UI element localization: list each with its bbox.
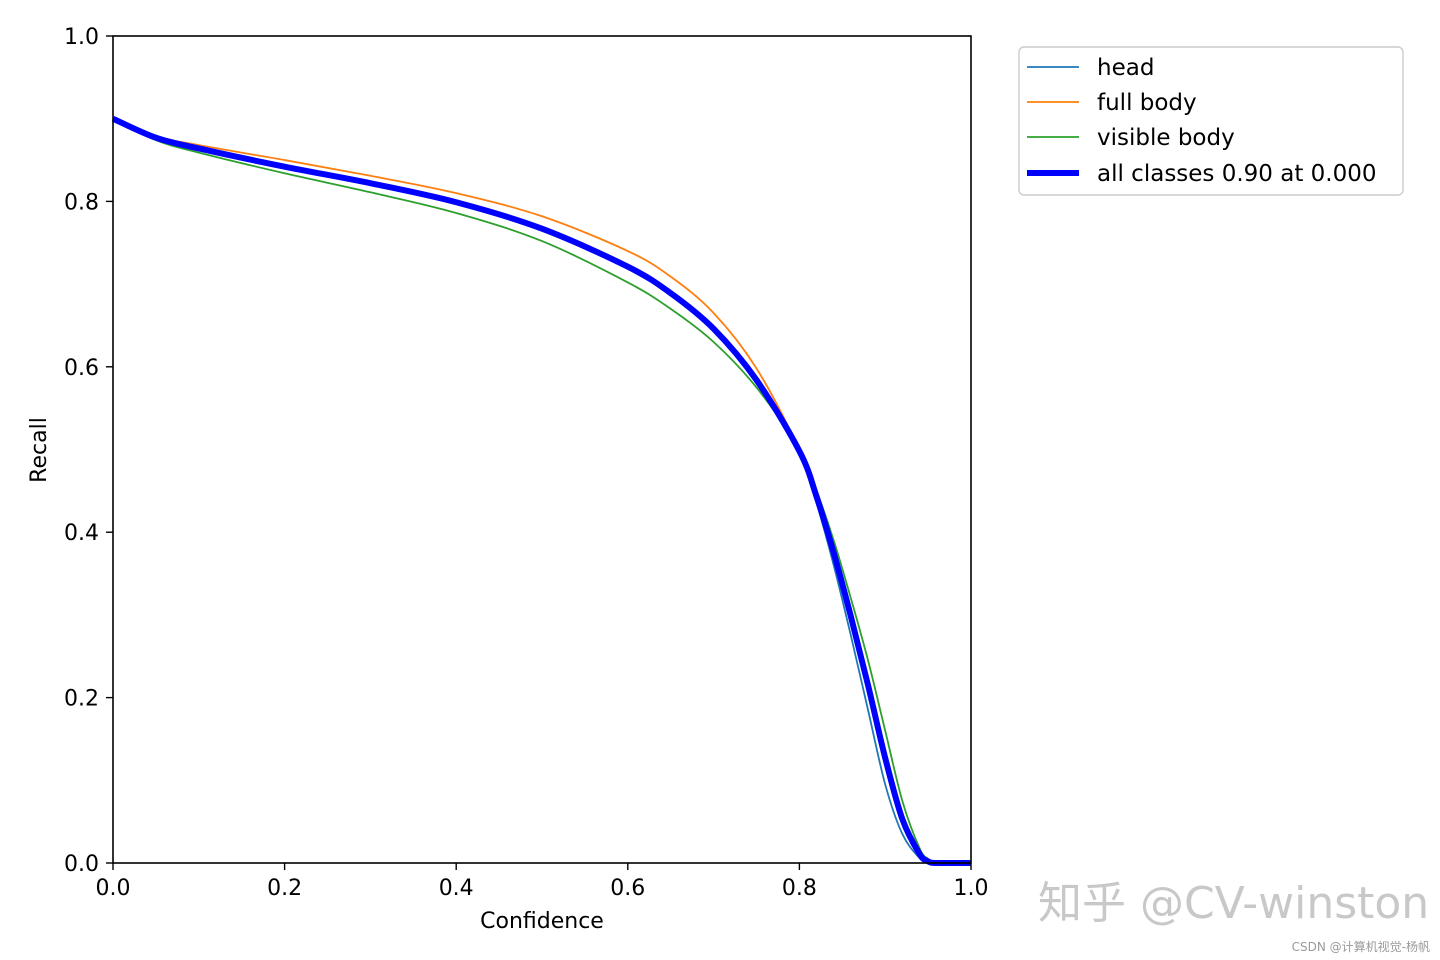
y-tick-label: 0.0 [64, 852, 99, 877]
x-tick-label: 0.4 [439, 876, 474, 901]
y-tick-label: 0.8 [64, 190, 99, 215]
legend-label-1: head [1097, 55, 1154, 81]
watermark-main: 知乎 @CV-winston [1038, 878, 1429, 929]
x-axis-label: Confidence [480, 909, 604, 934]
x-tick-label: 0.6 [610, 876, 645, 901]
x-tick-label: 0.0 [96, 876, 131, 901]
plot-frame [112, 35, 972, 864]
watermark-small: CSDN @计算机视觉-杨帆 [1292, 939, 1430, 954]
legend-label-3: visible body [1097, 125, 1235, 151]
x-tick-label: 0.2 [267, 876, 302, 901]
y-axis-label: Recall [27, 417, 52, 483]
y-axis-ticks: 0.0 0.2 0.4 0.6 0.8 1.0 [64, 25, 113, 877]
series-layer [111, 115, 971, 866]
x-tick-label: 0.8 [782, 876, 817, 901]
y-tick-label: 0.6 [64, 356, 99, 381]
legend: head full body visible body all classes 0.9… [1018, 46, 1404, 196]
legend-box [1018, 46, 1404, 196]
legend-label-4: all classes 0.90 at 0.000 [1097, 161, 1377, 187]
y-tick-label: 0.4 [64, 521, 99, 546]
x-tick-label: 1.0 [954, 876, 989, 901]
x-axis-ticks: 0.0 0.2 0.4 0.6 0.8 1.0 [96, 863, 989, 901]
series-line-3 [112, 117, 971, 864]
y-tick-label: 1.0 [64, 25, 99, 50]
legend-label-2: full body [1097, 90, 1197, 116]
series-line-4 [111, 115, 971, 866]
y-tick-label: 0.2 [64, 687, 99, 712]
